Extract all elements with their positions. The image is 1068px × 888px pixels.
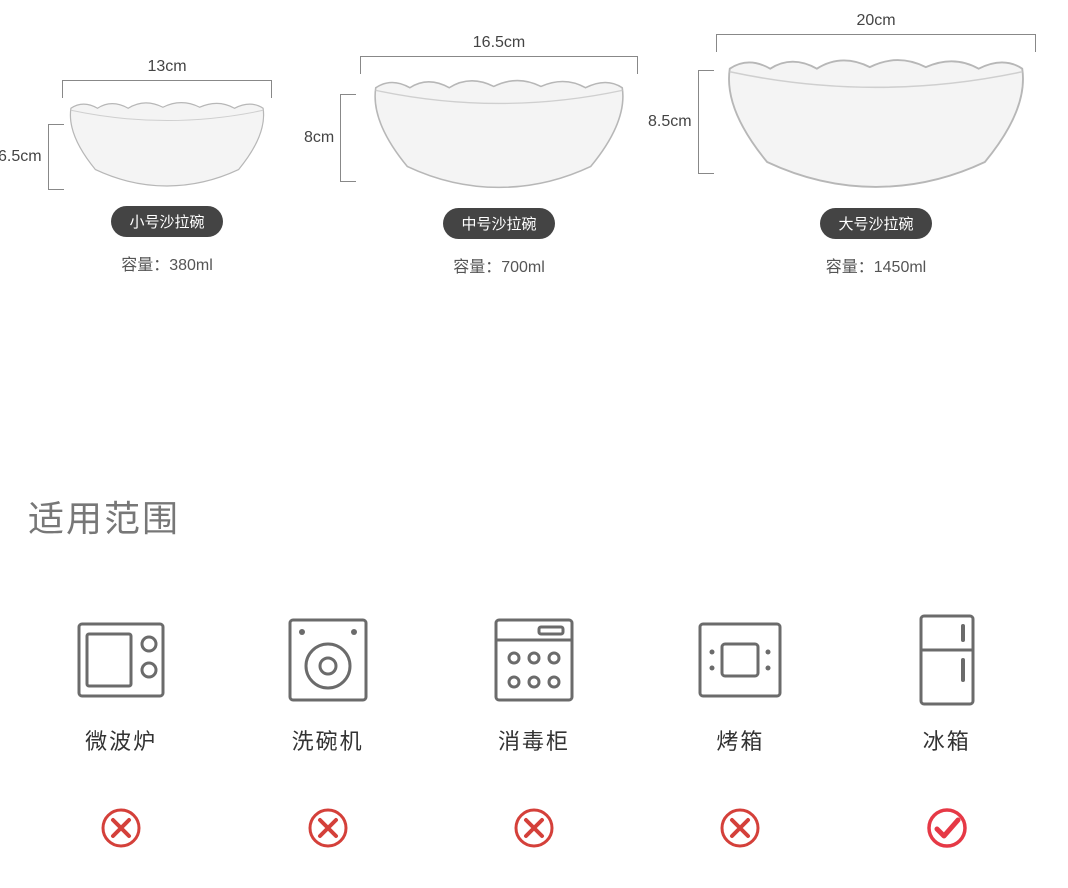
section-title: 适用范围 — [28, 490, 180, 542]
bowl-small: 13cm 6.5cm 小号沙拉碗 容量：380ml — [62, 60, 272, 275]
bowl-medium: 16.5cm 8cm 中号沙拉碗 容量：700ml — [360, 36, 638, 277]
bowl-drawing — [716, 50, 1036, 190]
size-badge: 小号沙拉碗 — [111, 206, 222, 237]
fridge-icon — [897, 610, 997, 710]
width-label: 13cm — [62, 58, 272, 76]
usage-row: 微波炉 洗碗机 消毒柜 — [0, 610, 1068, 850]
width-dimension: 16.5cm — [360, 36, 638, 62]
no-icon — [512, 806, 556, 850]
usage-label: 微波炉 — [85, 724, 157, 756]
height-dimension: 6.5cm — [0, 124, 58, 190]
usage-microwave: 微波炉 — [41, 610, 201, 850]
capacity-label: 容量：380ml — [62, 251, 272, 275]
dishwasher-icon — [278, 610, 378, 710]
bowl-size-section: 13cm 6.5cm 小号沙拉碗 容量：380ml 16.5cm 8cm — [0, 0, 1068, 350]
height-dimension: 8cm — [304, 94, 350, 182]
bowl-large: 20cm 8.5cm 大号沙拉碗 容量：1450ml — [716, 14, 1036, 277]
usage-sterilizer: 消毒柜 — [454, 610, 614, 850]
width-label: 20cm — [716, 12, 1036, 30]
no-icon — [99, 806, 143, 850]
height-label: 8.5cm — [648, 113, 692, 131]
width-dimension: 13cm — [62, 60, 272, 86]
bowl-drawing — [360, 72, 638, 190]
microwave-icon — [71, 610, 171, 710]
capacity-label: 容量：700ml — [360, 253, 638, 277]
height-label: 6.5cm — [0, 148, 42, 166]
capacity-label: 容量：1450ml — [716, 253, 1036, 277]
usage-label: 烤箱 — [716, 724, 764, 756]
usage-label: 冰箱 — [923, 724, 971, 756]
usage-fridge: 冰箱 — [867, 610, 1027, 850]
usage-label: 消毒柜 — [498, 724, 570, 756]
no-icon — [718, 806, 762, 850]
usage-dishwasher: 洗碗机 — [248, 610, 408, 850]
size-badge: 大号沙拉碗 — [820, 208, 931, 239]
size-badge: 中号沙拉碗 — [443, 208, 554, 239]
no-icon — [306, 806, 350, 850]
width-label: 16.5cm — [360, 34, 638, 52]
height-label: 8cm — [304, 129, 334, 147]
height-dimension: 8.5cm — [648, 70, 708, 174]
yes-icon — [925, 806, 969, 850]
usage-oven: 烤箱 — [660, 610, 820, 850]
sterilizer-icon — [484, 610, 584, 710]
oven-icon — [690, 610, 790, 710]
width-dimension: 20cm — [716, 14, 1036, 40]
bowl-drawing — [62, 96, 272, 188]
usage-label: 洗碗机 — [292, 724, 364, 756]
